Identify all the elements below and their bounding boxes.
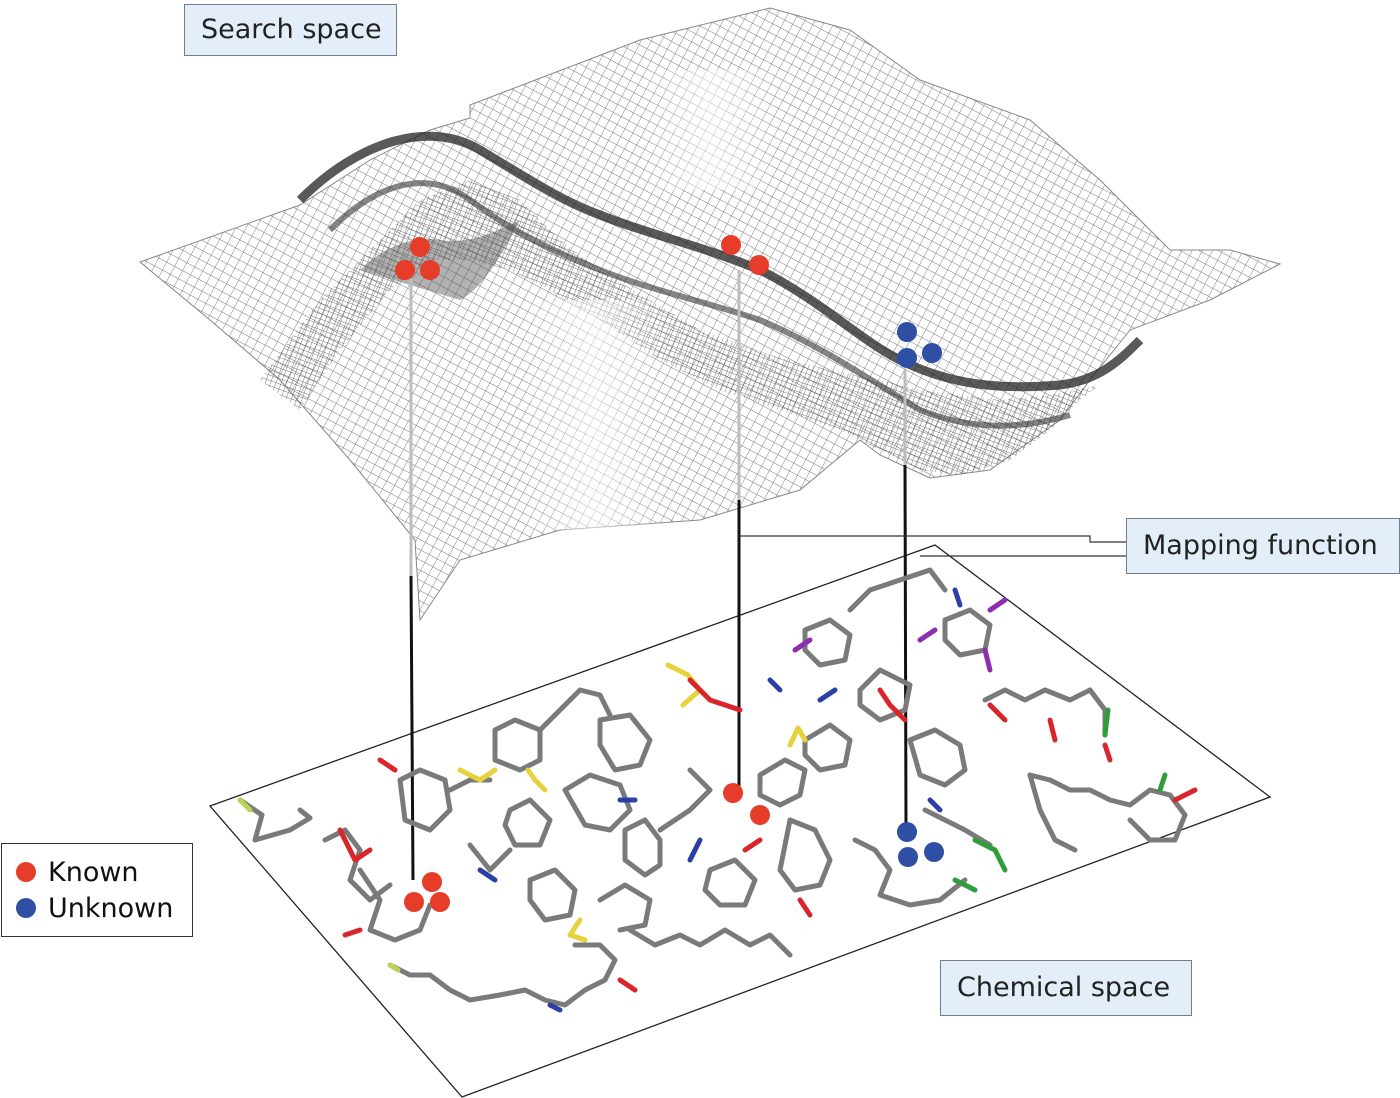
legend-item-known: Known	[16, 854, 178, 890]
known-points-chem-2	[723, 783, 770, 825]
chemical-space-plane	[208, 544, 1272, 1098]
unknown-points-peak	[897, 322, 942, 368]
search-space-label: Search space	[184, 4, 397, 56]
known-points-peak-2	[721, 235, 769, 275]
legend-label-unknown: Unknown	[48, 892, 174, 924]
known-points-chem-1	[404, 872, 450, 912]
unknown-dot-icon	[16, 898, 36, 918]
known-points-peak-1	[395, 237, 440, 280]
molecule-cluster	[237, 567, 1198, 1013]
legend: Known Unknown	[1, 843, 193, 937]
unknown-points-chem	[897, 822, 944, 867]
search-space-surface	[139, 7, 1282, 622]
known-dot-icon	[16, 862, 36, 882]
mapping-function-label: Mapping function	[1126, 518, 1400, 574]
mapping-lines	[409, 270, 1126, 881]
chemical-space-label: Chemical space	[940, 960, 1192, 1016]
legend-label-known: Known	[48, 856, 139, 888]
legend-item-unknown: Unknown	[16, 890, 178, 926]
